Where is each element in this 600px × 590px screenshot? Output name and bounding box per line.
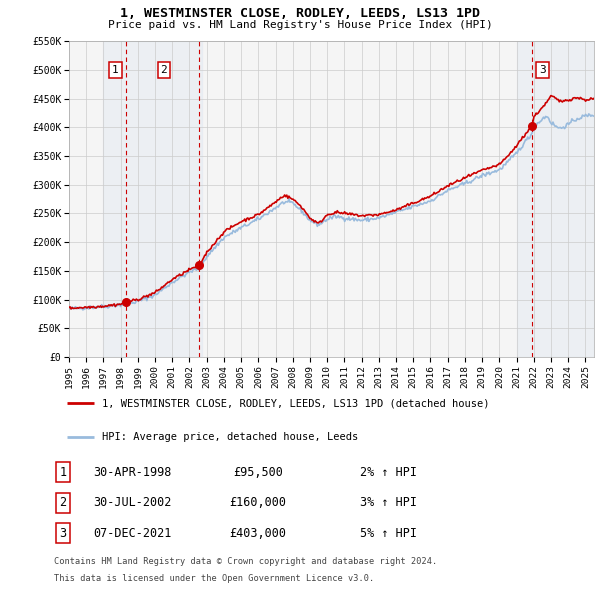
- Text: HPI: Average price, detached house, Leeds: HPI: Average price, detached house, Leed…: [103, 432, 359, 442]
- Bar: [517, 41, 594, 357]
- Text: £160,000: £160,000: [229, 496, 287, 509]
- Text: 3% ↑ HPI: 3% ↑ HPI: [360, 496, 417, 509]
- Text: Contains HM Land Registry data © Crown copyright and database right 2024.: Contains HM Land Registry data © Crown c…: [54, 558, 437, 566]
- Text: 1, WESTMINSTER CLOSE, RODLEY, LEEDS, LS13 1PD: 1, WESTMINSTER CLOSE, RODLEY, LEEDS, LS1…: [120, 7, 480, 20]
- Text: 1: 1: [112, 65, 119, 75]
- Text: 2% ↑ HPI: 2% ↑ HPI: [360, 466, 417, 478]
- Text: 5% ↑ HPI: 5% ↑ HPI: [360, 527, 417, 540]
- Text: 1: 1: [59, 466, 67, 478]
- Text: 1, WESTMINSTER CLOSE, RODLEY, LEEDS, LS13 1PD (detached house): 1, WESTMINSTER CLOSE, RODLEY, LEEDS, LS1…: [103, 398, 490, 408]
- Text: 3: 3: [539, 65, 546, 75]
- Text: £95,500: £95,500: [233, 466, 283, 478]
- Text: 30-APR-1998: 30-APR-1998: [93, 466, 171, 478]
- Text: 2: 2: [160, 65, 167, 75]
- Text: £403,000: £403,000: [229, 527, 287, 540]
- Text: Price paid vs. HM Land Registry's House Price Index (HPI): Price paid vs. HM Land Registry's House …: [107, 20, 493, 30]
- Text: This data is licensed under the Open Government Licence v3.0.: This data is licensed under the Open Gov…: [54, 574, 374, 583]
- Text: 2: 2: [59, 496, 67, 509]
- Text: 3: 3: [59, 527, 67, 540]
- Text: 07-DEC-2021: 07-DEC-2021: [93, 527, 171, 540]
- Text: 30-JUL-2002: 30-JUL-2002: [93, 496, 171, 509]
- Bar: [103, 41, 202, 357]
